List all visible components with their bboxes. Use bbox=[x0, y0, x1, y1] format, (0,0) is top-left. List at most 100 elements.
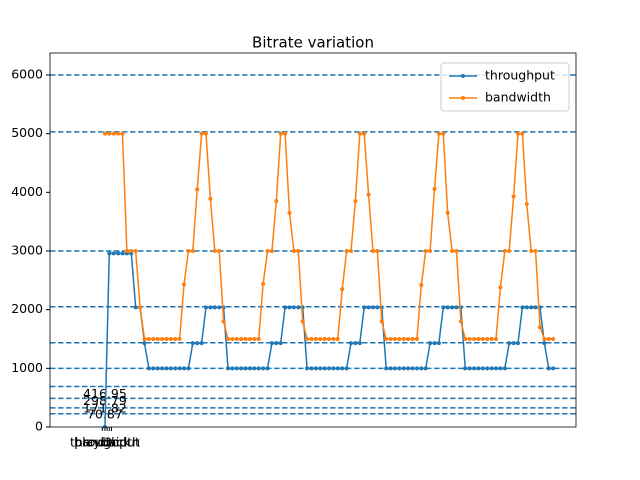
point bbox=[551, 337, 556, 341]
point bbox=[107, 251, 112, 256]
point bbox=[331, 366, 336, 371]
point bbox=[322, 337, 327, 341]
point bbox=[485, 337, 490, 341]
point bbox=[335, 366, 340, 371]
point bbox=[498, 366, 503, 371]
point bbox=[406, 366, 411, 371]
point bbox=[252, 337, 257, 341]
point bbox=[344, 366, 349, 371]
point bbox=[384, 366, 389, 371]
point bbox=[168, 337, 173, 341]
point bbox=[199, 341, 204, 346]
point bbox=[489, 366, 494, 371]
point bbox=[349, 341, 354, 346]
point bbox=[155, 366, 160, 371]
point bbox=[406, 337, 411, 341]
point bbox=[221, 319, 226, 324]
point bbox=[445, 210, 450, 215]
point bbox=[305, 366, 310, 371]
point bbox=[414, 337, 419, 341]
point bbox=[190, 249, 195, 253]
point bbox=[296, 305, 301, 310]
point bbox=[524, 202, 529, 207]
legend-label: throughput bbox=[485, 68, 555, 83]
point bbox=[502, 249, 507, 253]
point bbox=[463, 366, 468, 371]
point bbox=[353, 199, 358, 204]
point bbox=[428, 341, 433, 346]
point bbox=[349, 249, 354, 253]
point bbox=[511, 341, 516, 346]
point bbox=[291, 249, 296, 253]
point bbox=[195, 187, 200, 192]
y-tick-label: 1000 bbox=[11, 360, 43, 375]
point bbox=[309, 337, 314, 341]
point bbox=[261, 366, 266, 371]
point bbox=[217, 305, 222, 310]
point bbox=[247, 337, 252, 341]
point bbox=[124, 249, 129, 253]
point bbox=[168, 366, 173, 371]
point bbox=[212, 305, 217, 310]
point bbox=[340, 287, 345, 292]
point bbox=[489, 337, 494, 341]
point bbox=[419, 366, 424, 371]
point bbox=[432, 186, 437, 191]
point bbox=[247, 366, 252, 371]
point bbox=[327, 366, 332, 371]
point bbox=[401, 366, 406, 371]
point bbox=[190, 341, 195, 346]
point bbox=[318, 337, 323, 341]
point bbox=[305, 337, 310, 341]
point bbox=[529, 305, 534, 310]
point bbox=[252, 366, 257, 371]
point bbox=[384, 337, 389, 341]
y-tick-label: 0 bbox=[35, 419, 43, 434]
point bbox=[520, 131, 525, 136]
point bbox=[467, 366, 472, 371]
point bbox=[472, 337, 477, 341]
point bbox=[151, 337, 156, 341]
point bbox=[142, 341, 147, 346]
point bbox=[230, 366, 235, 371]
point bbox=[261, 281, 266, 286]
point bbox=[414, 366, 419, 371]
point bbox=[291, 305, 296, 310]
point bbox=[551, 366, 556, 371]
point bbox=[520, 305, 525, 310]
point bbox=[436, 131, 441, 136]
point bbox=[278, 131, 283, 136]
point bbox=[230, 337, 235, 341]
point bbox=[164, 366, 169, 371]
point bbox=[467, 337, 472, 341]
point bbox=[476, 337, 481, 341]
point bbox=[177, 337, 182, 341]
point bbox=[546, 337, 551, 341]
point bbox=[146, 337, 151, 341]
point bbox=[225, 366, 230, 371]
point bbox=[480, 337, 485, 341]
point bbox=[234, 337, 239, 341]
point bbox=[278, 341, 283, 346]
point bbox=[186, 366, 191, 371]
point bbox=[199, 131, 204, 136]
legend-label: bandwidth bbox=[485, 90, 551, 105]
point bbox=[107, 131, 112, 136]
point bbox=[362, 305, 367, 310]
y-tick-label: 4000 bbox=[11, 184, 43, 199]
point bbox=[182, 366, 187, 371]
point bbox=[146, 366, 151, 371]
point bbox=[186, 249, 191, 253]
point bbox=[445, 305, 450, 310]
point bbox=[542, 341, 547, 346]
point bbox=[331, 337, 336, 341]
point bbox=[472, 366, 477, 371]
point bbox=[164, 337, 169, 341]
point bbox=[203, 131, 208, 136]
point bbox=[392, 337, 397, 341]
point bbox=[142, 337, 147, 341]
point bbox=[120, 251, 125, 256]
y-tick-label: 3000 bbox=[11, 243, 43, 258]
point bbox=[155, 337, 160, 341]
